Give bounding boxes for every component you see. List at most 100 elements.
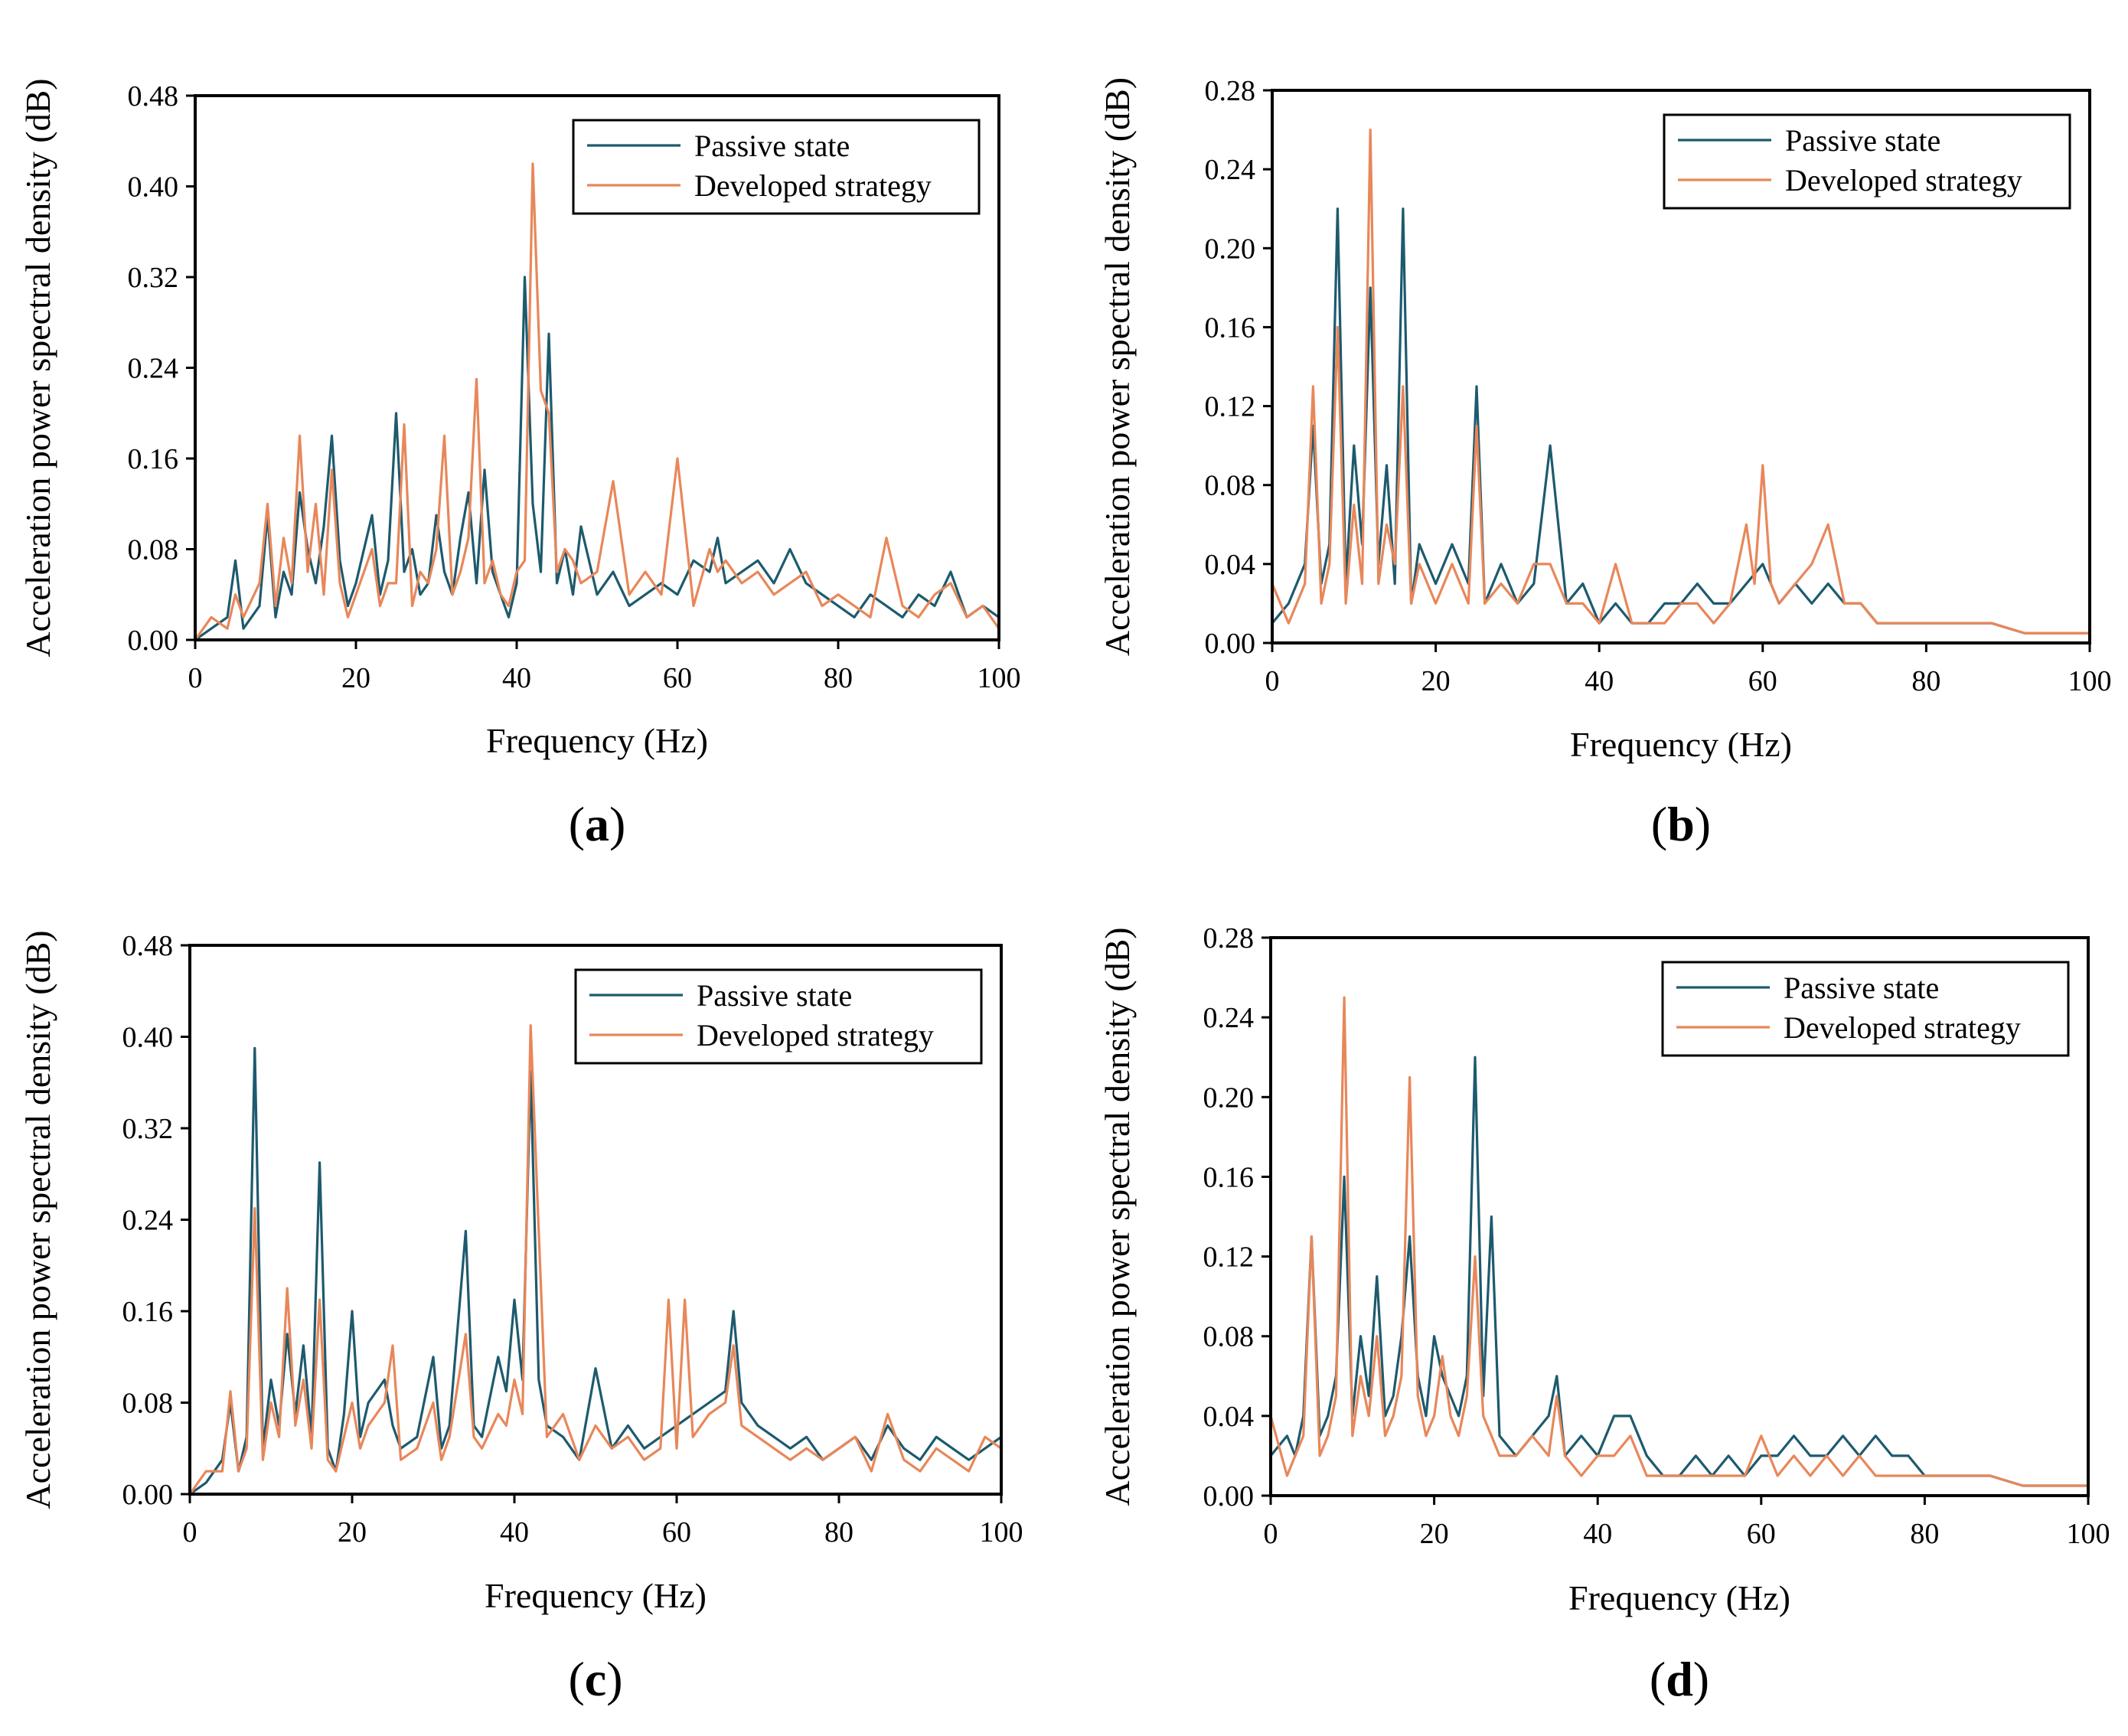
chart-a-ytick-label: 0.16 [128, 443, 179, 475]
chart-c-xtick-label: 100 [980, 1516, 1023, 1548]
chart-a: 0.00 0.08 0.16 0.24 0.32 0.40 0.48 0 20 40 60 80 100… [18, 78, 1021, 851]
chart-d-xtick-label: 40 [1583, 1518, 1612, 1550]
chart-a-panel-label: (a) [569, 797, 626, 851]
chart-b-xtick-label: 20 [1421, 665, 1451, 697]
chart-b-ytick-label: 0.08 [1205, 470, 1256, 502]
chart-a-legend-label-developed: Developed strategy [694, 168, 932, 203]
chart-b-ytick-label: 0.12 [1205, 391, 1256, 423]
chart-b-panel-letter: b [1667, 797, 1695, 851]
chart-d-xtick-label: 0 [1264, 1518, 1278, 1550]
chart-b-ytick-label: 0.04 [1205, 549, 1256, 581]
chart-d-xtick-label: 80 [1910, 1518, 1939, 1550]
chart-a-legend: Passive state Developed strategy [572, 119, 981, 215]
chart-a-ytick-label: 0.24 [128, 353, 179, 385]
chart-d-ytick-label: 0.08 [1203, 1321, 1255, 1353]
chart-b-xtick-label: 100 [2068, 665, 2112, 697]
chart-a-series-passive [194, 276, 1000, 641]
chart-c-legend-box [574, 968, 983, 1065]
chart-d-panel-letter: d [1666, 1652, 1693, 1706]
chart-d-xtick-label: 100 [2067, 1518, 2110, 1550]
chart-d-series-developed [1269, 996, 2088, 1487]
chart-d-legend: Passive state Developed strategy [1661, 961, 2070, 1057]
chart-c-ytick-label: 0.48 [122, 930, 174, 962]
chart-a-ytick-label: 0.32 [128, 262, 179, 294]
chart-b-xtick-label: 80 [1911, 665, 1940, 697]
chart-d-ytick-label: 0.12 [1203, 1242, 1255, 1274]
chart-d-legend-label-passive: Passive state [1784, 971, 1939, 1005]
chart-d-ytick-label: 0.16 [1203, 1161, 1255, 1193]
chart-b-frame [1271, 89, 2091, 644]
chart-a-xtick-label: 0 [188, 662, 203, 694]
chart-b-legend-label-developed: Developed strategy [1785, 163, 2022, 197]
chart-c: 0.00 0.08 0.16 0.24 0.32 0.40 0.48 0 20 40 60 80 100… [18, 930, 1023, 1706]
chart-a-ytick-label: 0.48 [128, 80, 179, 113]
chart-b-ylabel: Acceleration power spectral density (dB) [1098, 77, 1137, 656]
chart-b-panel-label: (b) [1651, 797, 1711, 851]
chart-a-xlabel: Frequency (Hz) [486, 721, 708, 760]
chart-b-ytick-label: 0.00 [1205, 628, 1256, 660]
chart-b-ytick-label: 0.24 [1205, 154, 1256, 186]
chart-a-ylabel: Acceleration power spectral density (dB) [18, 78, 57, 657]
chart-c-xtick-label: 60 [662, 1516, 691, 1548]
chart-b-series-developed [1271, 129, 2090, 635]
chart-b-legend-box [1663, 113, 2071, 210]
chart-d: 0.00 0.04 0.08 0.12 0.16 0.20 0.24 0.28 0 20 40 60 8… [1098, 922, 2110, 1706]
chart-a-ytick-label: 0.00 [128, 625, 179, 657]
chart-c-ytick-label: 0.24 [122, 1205, 174, 1237]
chart-d-legend-box [1661, 961, 2070, 1057]
chart-d-frame [1269, 936, 2090, 1497]
chart-d-xtick-label: 60 [1747, 1518, 1776, 1550]
chart-c-series-developed [188, 1023, 1002, 1495]
chart-d-xlabel: Frequency (Hz) [1568, 1578, 1790, 1617]
chart-a-ytick-label: 0.08 [128, 534, 179, 566]
chart-a-xtick-label: 60 [663, 662, 692, 694]
chart-a-series-developed [194, 162, 1000, 641]
chart-c-legend-label-developed: Developed strategy [697, 1018, 934, 1052]
chart-d-ytick-label: 0.04 [1203, 1401, 1255, 1433]
chart-b-series-passive [1271, 207, 2090, 635]
chart-c-legend-label-passive: Passive state [697, 978, 852, 1013]
chart-c-ylabel: Acceleration power spectral density (dB) [18, 930, 57, 1509]
chart-a-xtick-label: 20 [341, 662, 370, 694]
chart-d-ytick-label: 0.28 [1203, 922, 1255, 954]
chart-b: 0.00 0.04 0.08 0.12 0.16 0.20 0.24 0.28 0 20 40 60 8… [1098, 75, 2112, 851]
chart-a-legend-label-passive: Passive state [694, 129, 850, 163]
chart-c-ytick-label: 0.32 [122, 1113, 174, 1145]
chart-d-ylabel: Acceleration power spectral density (dB) [1098, 927, 1137, 1506]
chart-b-ytick-label: 0.20 [1205, 233, 1256, 265]
chart-c-xtick-label: 0 [183, 1516, 197, 1548]
chart-a-legend-box [572, 119, 981, 215]
chart-b-xlabel: Frequency (Hz) [1570, 725, 1792, 764]
chart-a-panel-letter: a [585, 797, 609, 851]
chart-d-panel-label: (d) [1650, 1652, 1709, 1706]
chart-d-ytick-label: 0.20 [1203, 1082, 1255, 1114]
chart-a-xtick-label: 80 [824, 662, 853, 694]
chart-c-ytick-label: 0.40 [122, 1022, 174, 1054]
chart-a-xtick-label: 40 [502, 662, 531, 694]
chart-b-legend: Passive state Developed strategy [1663, 113, 2071, 210]
chart-b-legend-label-passive: Passive state [1785, 123, 1940, 158]
chart-c-xtick-label: 80 [824, 1516, 853, 1548]
chart-b-ytick-label: 0.16 [1205, 312, 1256, 344]
chart-d-xtick-label: 20 [1420, 1518, 1449, 1550]
chart-c-ytick-label: 0.16 [122, 1296, 174, 1328]
chart-b-ytick-label: 0.28 [1205, 75, 1256, 107]
chart-d-series-passive [1269, 1056, 2088, 1487]
chart-c-ytick-label: 0.00 [122, 1479, 174, 1511]
chart-c-xlabel: Frequency (Hz) [485, 1576, 707, 1615]
chart-b-xtick-label: 40 [1585, 665, 1614, 697]
chart-c-panel-letter: c [585, 1652, 606, 1706]
chart-d-ytick-label: 0.00 [1203, 1480, 1255, 1512]
chart-d-legend-label-developed: Developed strategy [1784, 1010, 2021, 1045]
chart-a-ytick-label: 0.40 [128, 171, 179, 204]
chart-c-ytick-label: 0.08 [122, 1388, 174, 1420]
chart-d-ytick-label: 0.24 [1203, 1002, 1255, 1034]
chart-c-legend: Passive state Developed strategy [574, 968, 983, 1065]
chart-c-panel-label: (c) [568, 1652, 622, 1706]
chart-b-xtick-label: 60 [1748, 665, 1777, 697]
chart-c-xtick-label: 40 [500, 1516, 529, 1548]
chart-c-xtick-label: 20 [338, 1516, 367, 1548]
chart-a-xtick-label: 100 [978, 662, 1021, 694]
chart-b-xtick-label: 0 [1265, 665, 1280, 697]
